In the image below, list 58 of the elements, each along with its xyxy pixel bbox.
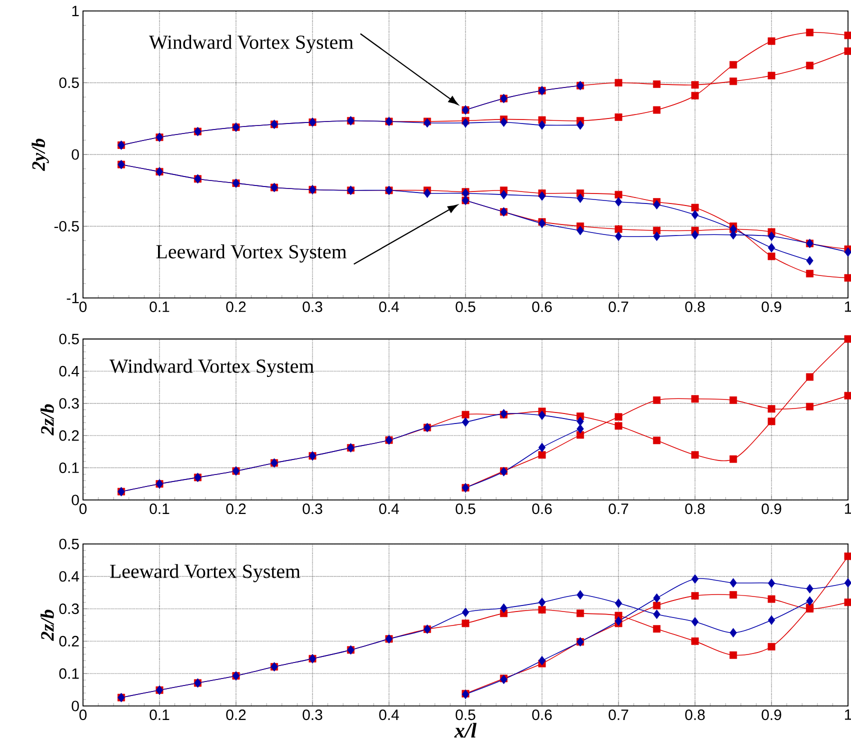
- x-tick-label: 1: [844, 504, 851, 514]
- annotation: Leeward Vortex System: [156, 244, 347, 263]
- x-tick-label: 1: [844, 710, 851, 720]
- x-tick-label: 0.6: [532, 710, 552, 720]
- x-tick-label: 0.1: [150, 710, 170, 720]
- x-tick-label: 0.3: [302, 504, 322, 514]
- x-tick-label: 0.8: [685, 302, 705, 312]
- y-tick-label: 0.4: [59, 366, 80, 376]
- x-tick-label: 0.5: [456, 710, 476, 720]
- x-tick-label: 0.4: [379, 710, 399, 720]
- y-tick-label: 0: [72, 494, 79, 506]
- x-tick-label: 0.6: [532, 302, 552, 312]
- x-tick-label: 0.1: [150, 504, 170, 514]
- y-tick-label: 1: [72, 6, 79, 16]
- y-axis-title: 2y/b: [32, 138, 49, 172]
- y-tick-label: 0.3: [59, 398, 79, 409]
- y-tick-label: 0.2: [59, 636, 79, 646]
- x-tick-label: 0.3: [302, 710, 322, 720]
- x-tick-label: 0: [79, 302, 87, 312]
- x-tick-label: 0.7: [608, 302, 628, 312]
- x-axis-title: x/l: [454, 722, 477, 738]
- x-tick-label: 0.5: [456, 504, 476, 514]
- x-tick-label: 0.2: [226, 710, 246, 720]
- x-tick-label: 0: [79, 710, 87, 720]
- x-tick-label: 0.2: [226, 504, 246, 514]
- x-tick-label: 0: [79, 504, 87, 514]
- y-tick-label: 0.4: [59, 571, 80, 582]
- x-tick-label: 0.4: [379, 504, 399, 514]
- x-tick-label: 0.9: [762, 302, 782, 312]
- annotation: Leeward Vortex System: [110, 564, 300, 582]
- y-axis-title: 2z/b: [40, 610, 54, 641]
- y-tick-label: 0: [72, 149, 79, 160]
- y-tick-label: 0.5: [59, 77, 79, 88]
- x-tick-label: 0.9: [762, 504, 782, 514]
- y-tick-label: -1: [66, 292, 79, 304]
- annotation: Windward Vortex System: [148, 34, 354, 54]
- y-tick-label: 0.3: [59, 603, 79, 614]
- x-tick-label: 0.2: [226, 302, 246, 312]
- y-tick-label: 0.2: [59, 430, 79, 441]
- x-tick-label: 0.3: [302, 302, 322, 312]
- y-tick-label: -0.5: [54, 220, 79, 232]
- y-tick-label: 0.5: [59, 334, 79, 344]
- x-tick-label: 0.7: [608, 504, 628, 514]
- x-tick-label: 0.8: [685, 710, 705, 720]
- x-tick-label: 0.4: [379, 302, 399, 312]
- y-tick-label: 0.5: [59, 538, 79, 550]
- x-tick-label: 1: [844, 302, 851, 312]
- x-tick-label: 0.9: [762, 710, 782, 720]
- x-tick-label: 0.5: [456, 302, 476, 312]
- x-tick-label: 0.1: [150, 302, 170, 312]
- annotation: Windward Vortex System: [109, 358, 314, 378]
- x-tick-label: 0.8: [685, 504, 705, 514]
- x-tick-label: 0.7: [608, 710, 628, 720]
- y-tick-label: 0.1: [59, 668, 79, 679]
- x-tick-label: 0.6: [532, 504, 552, 514]
- y-tick-label: 0: [72, 700, 79, 712]
- y-axis-title: 2z/b: [40, 404, 54, 436]
- y-tick-label: 0.1: [59, 462, 79, 474]
